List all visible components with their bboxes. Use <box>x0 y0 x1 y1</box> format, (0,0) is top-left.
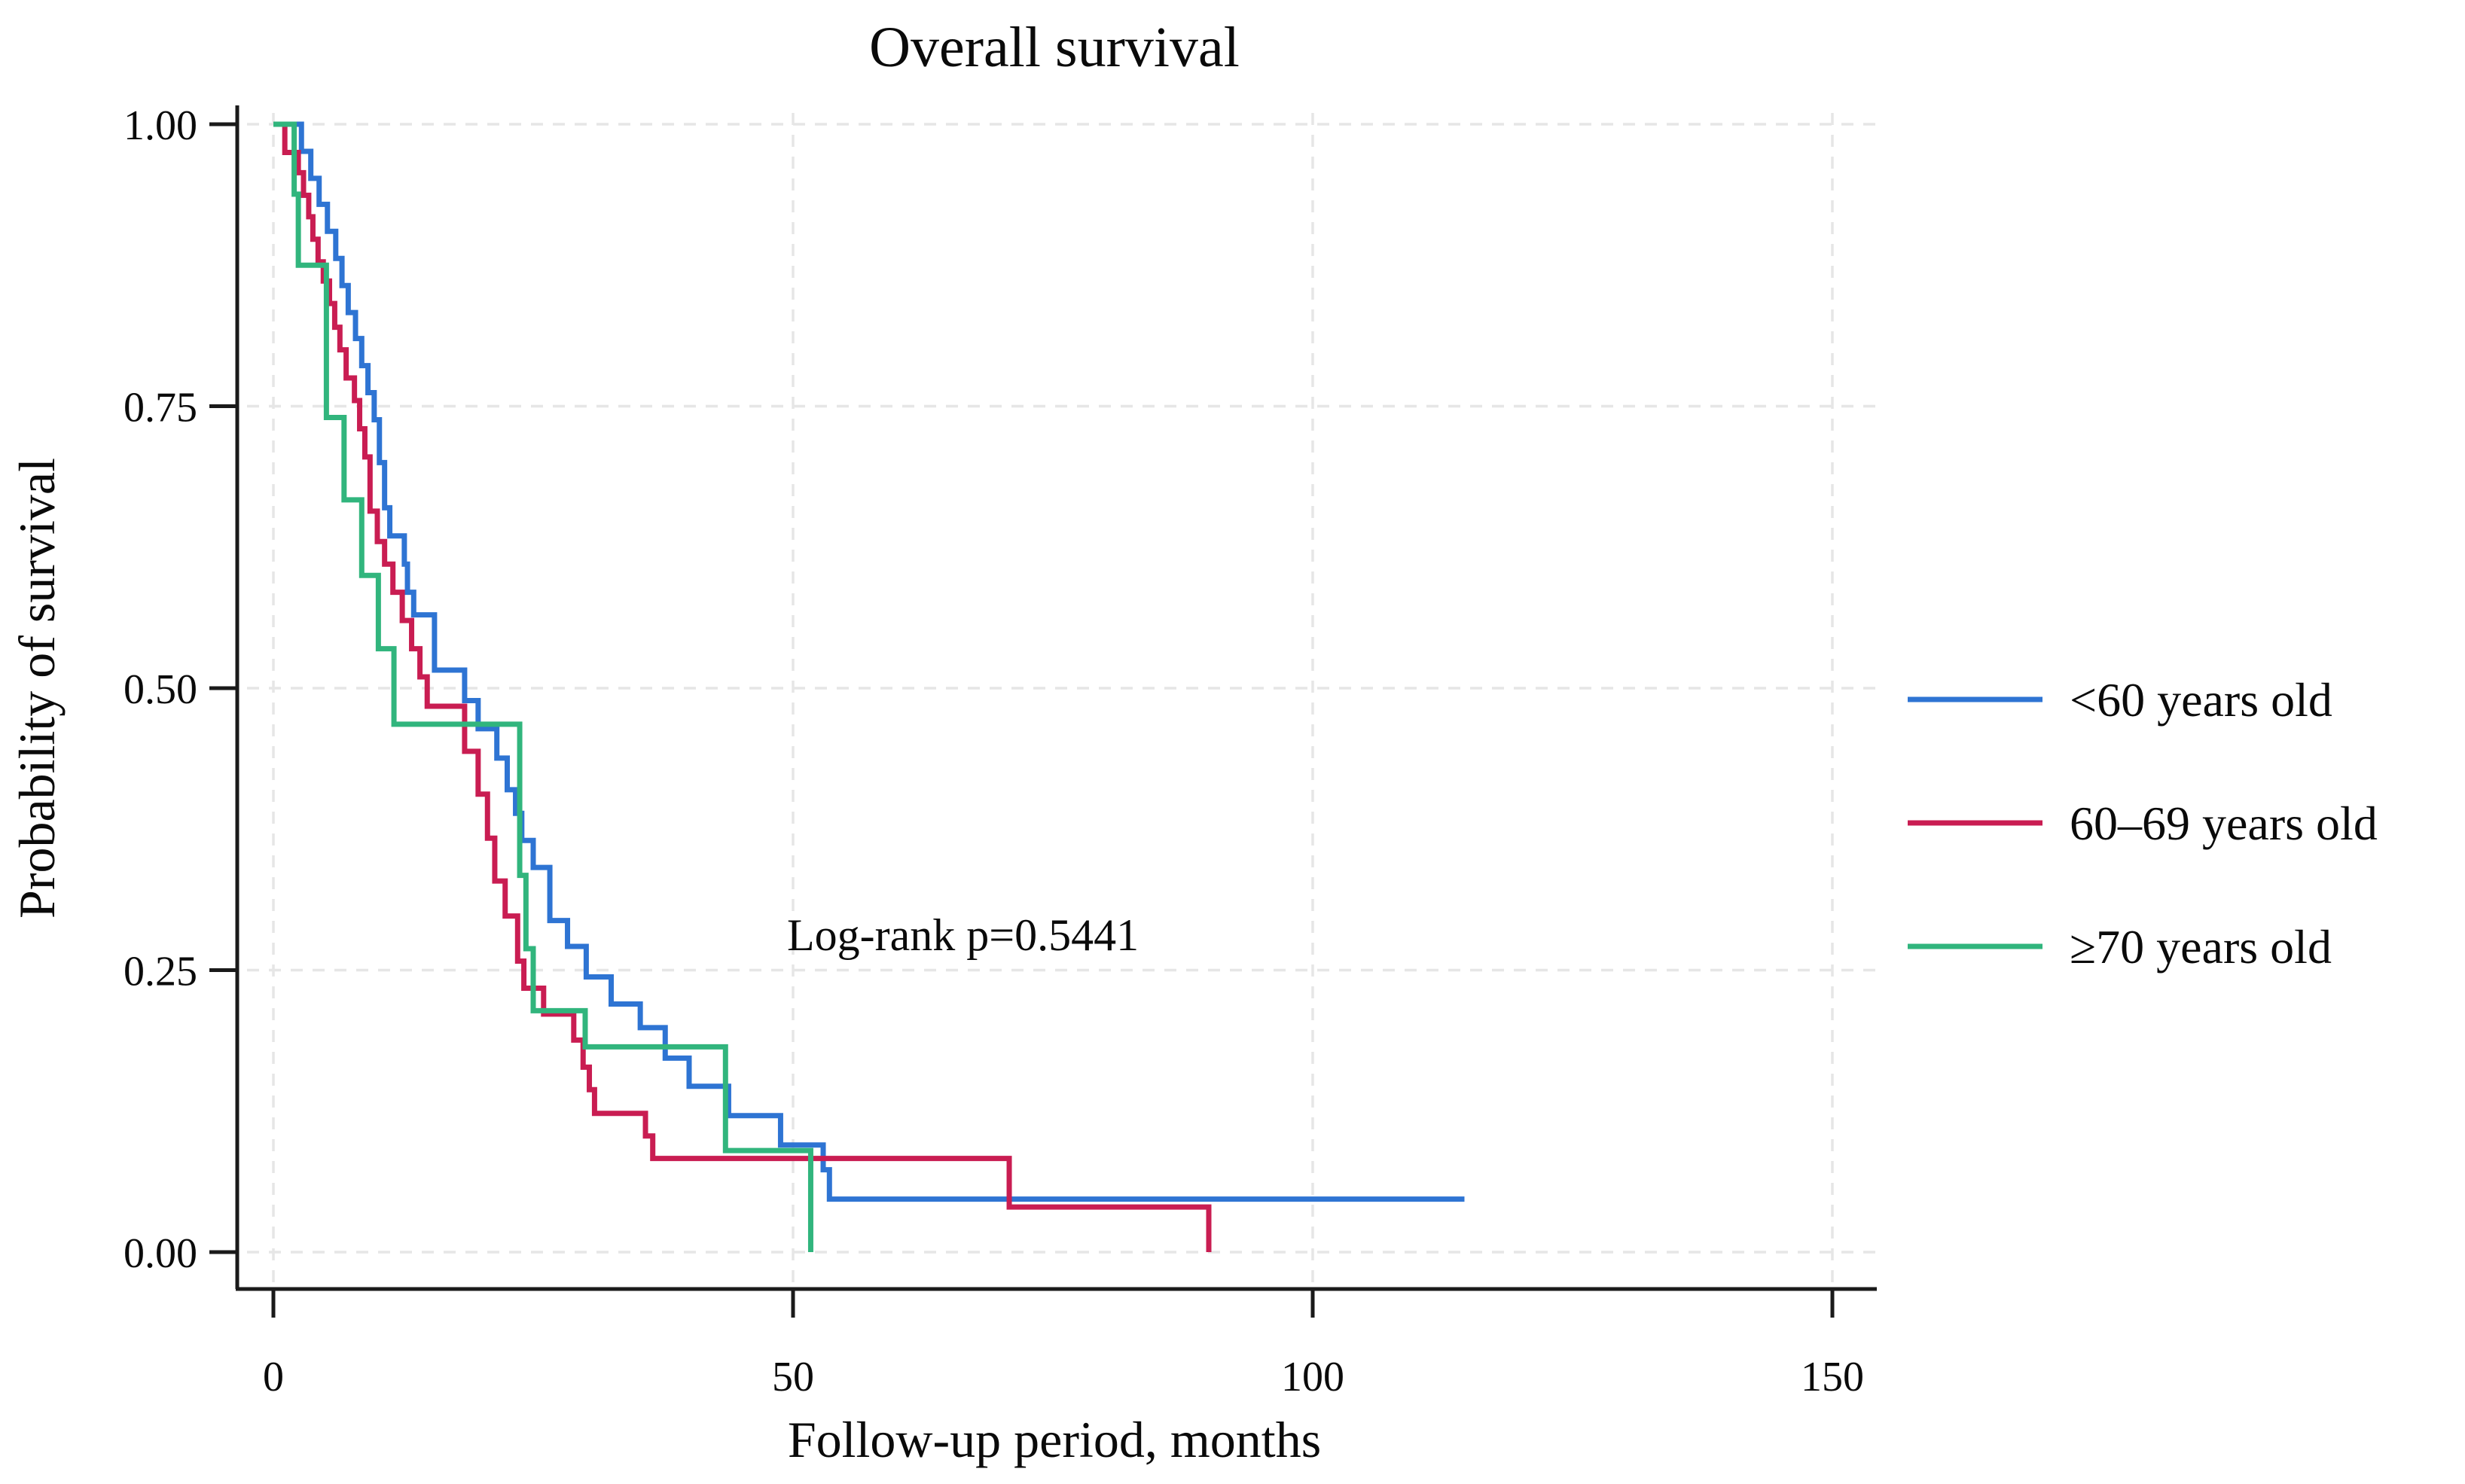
y-tick-label: 0.50 <box>124 666 197 713</box>
km-curve--60-years-old <box>273 121 1465 1202</box>
y-tick-label: 1.00 <box>124 102 197 149</box>
y-axis-title: Probability of survival <box>8 458 66 919</box>
x-tick-label: 50 <box>772 1354 814 1400</box>
legend-label: ≥70 years old <box>2070 920 2332 974</box>
tick-marks-and-labels: 1.00 0.75 0.50 0.25 0.00 0 50 100 150 <box>124 102 1864 1400</box>
legend-label: 60–69 years old <box>2070 797 2378 850</box>
chart-title: Overall survival <box>869 16 1240 79</box>
gridlines <box>247 113 1877 1284</box>
y-tick-label: 0.75 <box>124 385 197 431</box>
legend-label: <60 years old <box>2070 673 2332 727</box>
x-axis-title: Follow-up period, months <box>788 1411 1321 1468</box>
km-curve--70-years-old <box>273 121 813 1252</box>
axes <box>235 105 1877 1291</box>
x-tick-label: 150 <box>1801 1354 1864 1400</box>
logrank-annotation: Log-rank p=0.5441 <box>787 910 1139 960</box>
y-tick-label: 0.00 <box>124 1230 197 1277</box>
y-tick-label: 0.25 <box>124 949 197 995</box>
survival-curves <box>273 121 1465 1252</box>
x-tick-label: 100 <box>1281 1354 1344 1400</box>
legend: <60 years old 60–69 years old ≥70 years ol… <box>1908 673 2378 974</box>
x-tick-label: 0 <box>263 1354 284 1400</box>
km-curve-60-69-years-old <box>273 121 1212 1252</box>
